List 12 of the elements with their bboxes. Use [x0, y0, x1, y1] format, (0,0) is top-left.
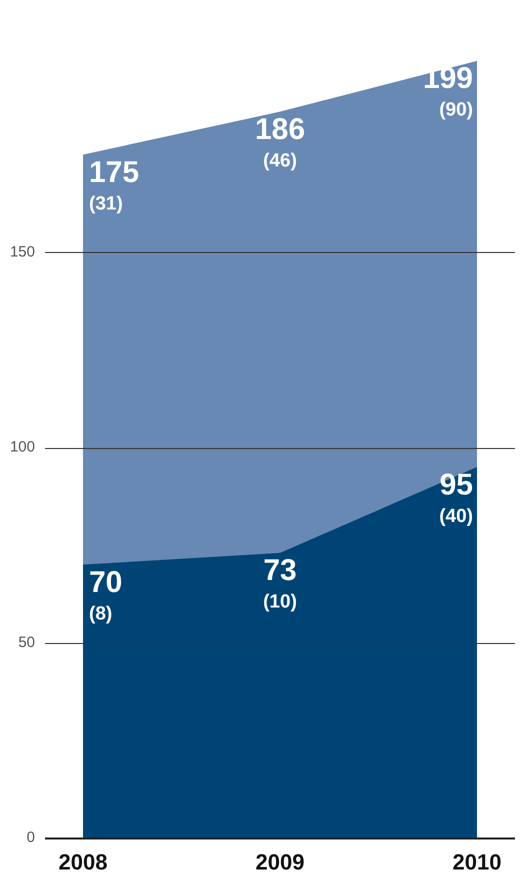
data-label: 95 (40) [439, 468, 473, 527]
data-label: 175 (31) [89, 156, 140, 214]
y-tick-label: 100 [10, 438, 35, 456]
data-label: 186 (46) [254, 112, 306, 172]
y-tick-label: 0 [26, 829, 35, 846]
y-tick-label: 50 [18, 634, 35, 651]
y-tick-label: 150 [10, 243, 35, 260]
x-tick-label: 2009 [256, 849, 304, 874]
x-tick-label: 2010 [452, 849, 502, 874]
data-label: 73 (10) [263, 554, 297, 613]
x-tick-label: 2008 [58, 849, 108, 874]
data-label: 70 (8) [89, 566, 122, 624]
